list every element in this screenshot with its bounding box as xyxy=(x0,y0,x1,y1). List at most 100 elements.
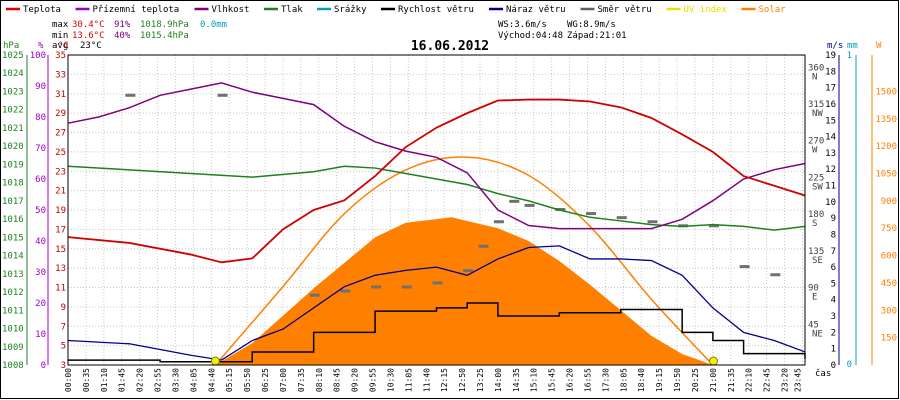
solar-theoretical-line xyxy=(214,156,714,366)
time-label-29: 16:55 xyxy=(583,368,592,392)
temperature-line xyxy=(67,98,806,264)
legend-label-6: Náraz větru xyxy=(506,5,566,15)
ms-tick-15: 15 xyxy=(825,116,836,126)
legend-label-4: Srážky xyxy=(334,5,367,15)
min-humidity: 40% xyxy=(114,31,131,41)
time-label-39: 22:45 xyxy=(763,368,772,392)
legend-label-5: Rychlost větru xyxy=(398,5,474,15)
c-tick-0: 3 xyxy=(61,361,66,371)
legend: Teplota Přízemní teplota Vlhkost Tlak Srážky… xyxy=(6,5,786,15)
sunset-info: Západ:21:01 xyxy=(567,31,627,41)
time-label-34: 19:50 xyxy=(673,368,682,392)
time-label-24: 14:00 xyxy=(494,368,503,392)
ms-tick-18: 18 xyxy=(825,67,836,77)
time-label-6: 03:30 xyxy=(171,368,180,392)
c-tick-6: 15 xyxy=(55,245,66,255)
max-temp: 30.4°C xyxy=(72,20,105,30)
min-temp: 13.6°C xyxy=(72,31,105,41)
dir-lbl-4: S xyxy=(812,219,817,229)
time-label-19: 11:05 xyxy=(404,368,413,392)
time-label-2: 01:10 xyxy=(100,368,109,392)
wind-dir-point-6 xyxy=(432,281,443,285)
gust-line xyxy=(67,245,806,361)
time-label-0: 00:00 xyxy=(64,368,73,392)
hpa-tick-8: 1016 xyxy=(2,215,24,225)
hpa-tick-7: 1015 xyxy=(2,233,24,243)
dir-deg-7: 45 xyxy=(808,320,819,330)
min-pressure: 1015.4hPa xyxy=(140,31,189,41)
mm-tick-0: 0 xyxy=(847,360,852,370)
ms-unit: m/s xyxy=(827,41,843,51)
w-unit: W xyxy=(876,41,882,51)
sunrise-info: Východ:04:48 xyxy=(498,31,563,41)
hpa-tick-1: 1009 xyxy=(2,343,24,353)
ms-tick-19: 19 xyxy=(825,51,836,61)
hpa-tick-13: 1021 xyxy=(2,124,24,134)
max-pressure: 1018.9hPa xyxy=(140,20,189,30)
time-label-32: 18:40 xyxy=(637,368,646,392)
time-label-37: 21:35 xyxy=(727,368,736,392)
time-label-38: 22:10 xyxy=(745,368,754,392)
plot-border xyxy=(67,54,806,366)
hpa-tick-2: 1010 xyxy=(2,325,24,335)
w-tick-7: 1050 xyxy=(875,170,897,180)
time-label-23: 13:25 xyxy=(476,368,485,392)
c-tick-11: 25 xyxy=(55,148,66,158)
sunset-marker xyxy=(708,356,718,366)
c-tick-2: 7 xyxy=(61,322,66,332)
pct-tick-7: 70 xyxy=(35,144,46,154)
avg-label: avg xyxy=(52,41,68,51)
stats-box: max 30.4°C 91% 1018.9hPa 0.0mm min 13.6°… xyxy=(52,20,227,51)
avg-temp: 23°C xyxy=(80,41,102,51)
wind-dir-point-19 xyxy=(770,273,781,277)
dir-lbl-1: NW xyxy=(812,109,823,119)
time-label-27: 15:45 xyxy=(548,368,557,392)
wind-dir-point-11 xyxy=(524,203,535,207)
wind-dir-point-2 xyxy=(309,293,320,297)
legend-label-3: Tlak xyxy=(281,5,303,15)
hpa-tick-5: 1013 xyxy=(2,270,24,280)
c-tick-3: 9 xyxy=(61,303,66,313)
hpa-tick-12: 1020 xyxy=(2,142,24,152)
ms-tick-7: 7 xyxy=(831,247,836,257)
ms-tick-16: 16 xyxy=(825,100,836,110)
ms-tick-1: 1 xyxy=(831,345,836,355)
time-label-40: 23:20 xyxy=(781,368,790,392)
wind-speed-line xyxy=(68,302,806,363)
wind-sun-info: WS:3.6m/s WG:8.9m/s Východ:04:48 Západ:2… xyxy=(498,20,627,41)
w-tick-10: 1500 xyxy=(875,87,897,97)
time-label-33: 19:15 xyxy=(655,368,664,392)
ms-tick-2: 2 xyxy=(831,328,836,338)
wind-dir-point-1 xyxy=(217,93,228,97)
pct-tick-3: 30 xyxy=(35,268,46,278)
pct-tick-9: 90 xyxy=(35,82,46,92)
ms-tick-4: 4 xyxy=(831,296,836,306)
c-tick-5: 13 xyxy=(55,264,66,274)
ms-tick-12: 12 xyxy=(825,165,836,175)
ms-tick-3: 3 xyxy=(831,312,836,322)
ms-tick-9: 9 xyxy=(831,214,836,224)
humidity-line xyxy=(67,82,806,230)
time-label-31: 18:05 xyxy=(619,368,628,392)
time-label-13: 07:35 xyxy=(297,368,306,392)
time-label-9: 05:15 xyxy=(225,368,234,392)
c-tick-10: 23 xyxy=(55,167,66,177)
hpa-tick-10: 1018 xyxy=(2,179,24,189)
time-label-26: 15:10 xyxy=(530,368,539,392)
time-label-5: 02:55 xyxy=(154,368,163,392)
wind-dir-point-5 xyxy=(401,285,412,289)
max-label: max xyxy=(52,20,69,30)
pct-unit: % xyxy=(38,41,44,51)
dir-deg-4: 180 xyxy=(808,210,824,220)
ms-tick-0: 0 xyxy=(831,361,836,371)
time-label-21: 12:15 xyxy=(440,368,449,392)
time-label-8: 04:40 xyxy=(207,368,216,392)
w-tick-8: 1200 xyxy=(875,142,897,152)
pct-tick-10: 100 xyxy=(30,51,46,61)
time-label-22: 12:50 xyxy=(458,368,467,392)
max-rain: 0.0mm xyxy=(200,20,227,30)
time-label-16: 09:20 xyxy=(351,368,360,392)
ms-tick-8: 8 xyxy=(831,230,836,240)
c-tick-1: 5 xyxy=(61,342,66,352)
